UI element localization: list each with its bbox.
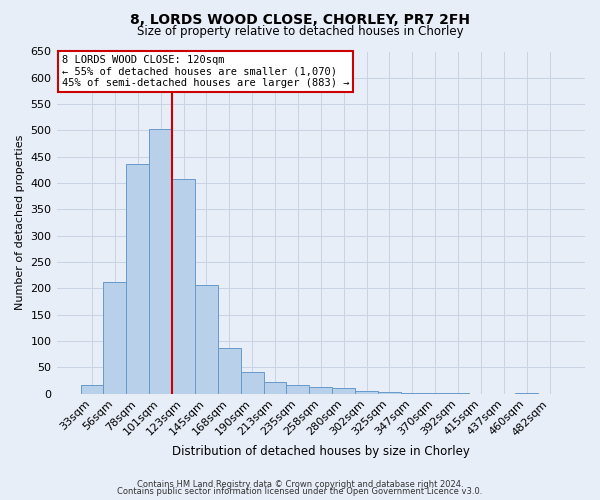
Bar	[515, 393, 538, 394]
Text: 8 LORDS WOOD CLOSE: 120sqm
← 55% of detached houses are smaller (1,070)
45% of s: 8 LORDS WOOD CLOSE: 120sqm ← 55% of deta…	[62, 55, 349, 88]
Bar	[378, 392, 401, 394]
Bar	[332, 388, 355, 394]
Bar	[103, 282, 127, 394]
Bar	[424, 393, 446, 394]
Bar	[401, 392, 424, 394]
Bar	[263, 382, 286, 394]
Bar	[218, 348, 241, 394]
Y-axis label: Number of detached properties: Number of detached properties	[15, 135, 25, 310]
Bar	[127, 164, 149, 394]
Text: 8, LORDS WOOD CLOSE, CHORLEY, PR7 2FH: 8, LORDS WOOD CLOSE, CHORLEY, PR7 2FH	[130, 12, 470, 26]
Bar	[241, 372, 263, 394]
Bar	[195, 284, 218, 394]
Bar	[172, 179, 195, 394]
Bar	[286, 385, 310, 394]
X-axis label: Distribution of detached houses by size in Chorley: Distribution of detached houses by size …	[172, 444, 470, 458]
Bar	[80, 385, 103, 394]
Text: Contains public sector information licensed under the Open Government Licence v3: Contains public sector information licen…	[118, 488, 482, 496]
Bar	[446, 393, 469, 394]
Text: Contains HM Land Registry data © Crown copyright and database right 2024.: Contains HM Land Registry data © Crown c…	[137, 480, 463, 489]
Text: Size of property relative to detached houses in Chorley: Size of property relative to detached ho…	[137, 25, 463, 38]
Bar	[149, 129, 172, 394]
Bar	[310, 388, 332, 394]
Bar	[355, 391, 378, 394]
